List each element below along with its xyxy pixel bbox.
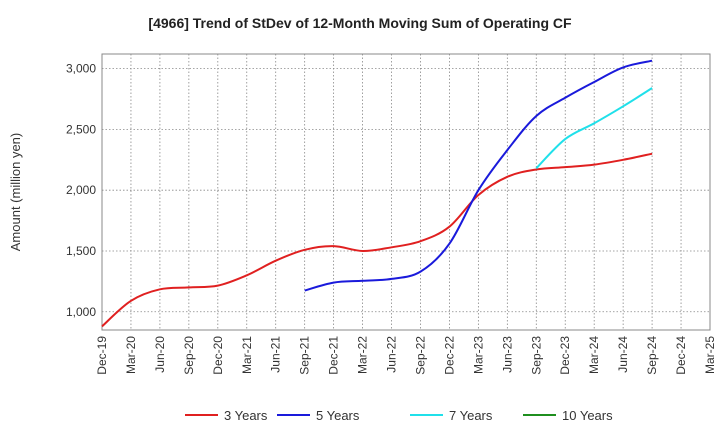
y-tick-label: 1,000: [66, 305, 96, 319]
x-tick-label: Dec-23: [558, 336, 572, 375]
x-tick-label: Mar-22: [356, 336, 370, 374]
grid-lines: [102, 54, 710, 330]
x-tick-label: Sep-24: [645, 336, 659, 375]
series-line-5-years: [304, 59, 653, 292]
x-tick-label: Mar-25: [703, 336, 717, 374]
legend-label-7-years: 7 Years: [449, 408, 493, 423]
y-tick-label: 1,500: [66, 244, 96, 258]
x-tick-label: Mar-20: [124, 336, 138, 374]
x-tick-label: Jun-23: [500, 336, 514, 373]
y-tick-label: 2,000: [66, 183, 96, 197]
x-tick-label: Dec-22: [442, 336, 456, 375]
x-tick-label: Sep-20: [182, 336, 196, 375]
x-tick-label: Jun-21: [269, 336, 283, 373]
x-tick-label: Jun-24: [616, 336, 630, 373]
legend-label-10-years: 10 Years: [562, 408, 613, 423]
x-tick-label: Dec-24: [674, 336, 688, 375]
legend-label-3-years: 3 Years: [224, 408, 268, 423]
x-tick-label: Dec-20: [211, 336, 225, 375]
x-tick-label: Dec-19: [95, 336, 109, 375]
x-tick-label: Dec-21: [327, 336, 341, 375]
y-tick-label: 2,500: [66, 122, 96, 136]
chart-title: [4966] Trend of StDev of 12-Month Moving…: [148, 15, 572, 31]
series-line-7-years: [535, 87, 653, 169]
x-axis-ticks: Dec-19 Mar-20 Jun-20 Sep-20 Dec-20 Mar-21 Jun-…: [95, 336, 717, 375]
x-tick-label: Sep-23: [529, 336, 543, 375]
x-tick-label: Jun-20: [153, 336, 167, 373]
legend: 3 Years 5 Years 7 Years 10 Years: [185, 408, 613, 423]
series-lines: [101, 59, 653, 328]
x-tick-label: Jun-22: [385, 336, 399, 373]
x-tick-label: Sep-22: [413, 336, 427, 375]
x-tick-label: Mar-21: [240, 336, 254, 374]
y-axis-label: Amount (million yen): [8, 133, 23, 252]
series-line-3-years: [101, 152, 653, 328]
x-tick-label: Mar-23: [471, 336, 485, 374]
legend-label-5-years: 5 Years: [316, 408, 360, 423]
y-tick-label: 3,000: [66, 62, 96, 76]
x-tick-label: Sep-21: [298, 336, 312, 375]
x-tick-label: Mar-24: [587, 336, 601, 374]
plot-area: [101, 53, 711, 331]
y-axis-ticks: 1,000 1,500 2,000 2,500 3,000: [66, 62, 96, 319]
